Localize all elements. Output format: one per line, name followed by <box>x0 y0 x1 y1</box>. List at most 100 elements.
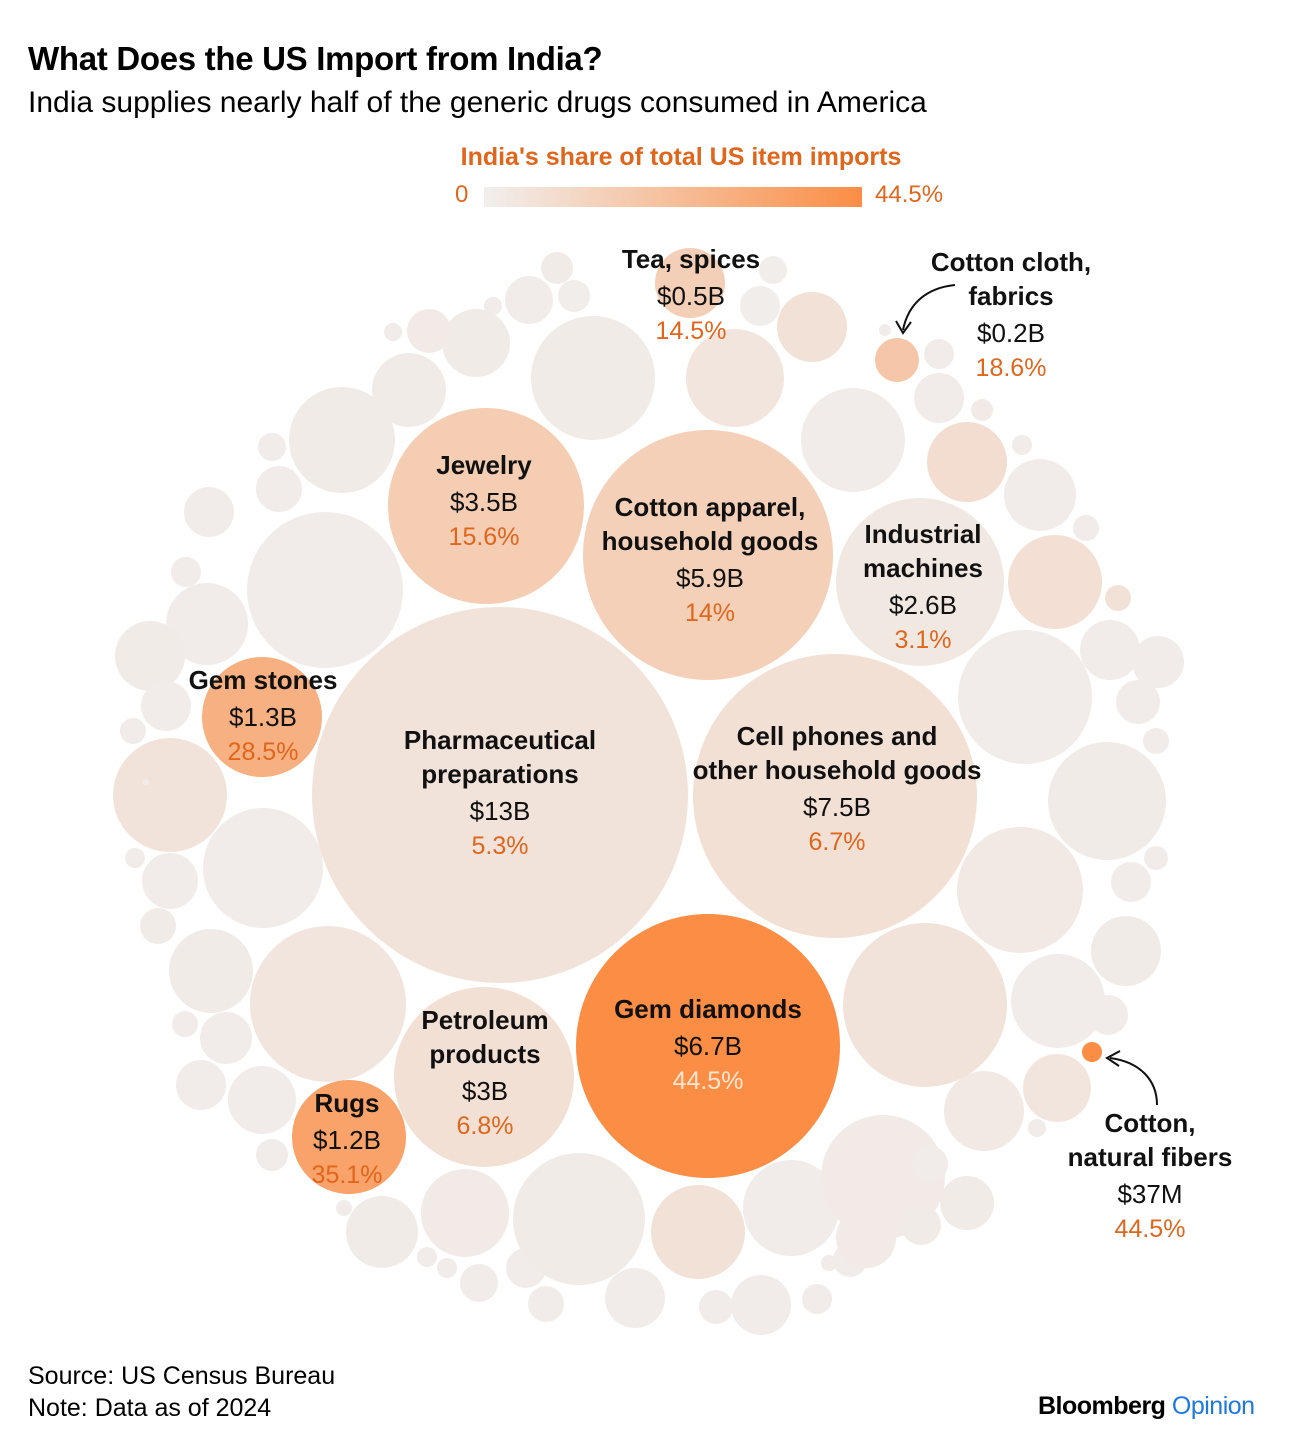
bubble-unlabeled <box>914 373 964 423</box>
bubble-unlabeled <box>541 252 573 284</box>
bubble-unlabeled <box>120 718 146 744</box>
bubble-unlabeled <box>699 1290 733 1324</box>
bubble-name-label: Petroleum <box>421 1005 548 1035</box>
bubble-unlabeled <box>912 1146 948 1182</box>
bubble-unlabeled <box>484 297 502 315</box>
bubble-share-label: 3.1% <box>895 626 952 654</box>
bloomberg-opinion-logo: Bloomberg Opinion <box>1038 1392 1255 1421</box>
bubble-name-label: Cotton apparel, <box>615 492 806 522</box>
bubble-unlabeled <box>372 353 446 427</box>
bubble-value-label: $13B <box>470 796 531 826</box>
bubble-unlabeled <box>140 908 176 944</box>
bubble-unlabeled <box>1111 862 1151 902</box>
bubble-industrial-machines <box>836 498 1004 666</box>
bubble-unlabeled <box>605 1268 665 1328</box>
bubble-share-label: 6.8% <box>457 1112 514 1140</box>
bubble-unlabeled <box>528 1286 564 1322</box>
legend-min-label: 0 <box>455 181 469 208</box>
bubble-unlabeled <box>1088 995 1128 1035</box>
bubble-unlabeled <box>1048 742 1166 860</box>
bubble-unlabeled <box>924 339 954 369</box>
bubble-value-label: $0.2B <box>977 318 1045 348</box>
bubble-gem-diamonds <box>576 914 840 1178</box>
bubble-unlabeled <box>821 1255 837 1271</box>
bubble-name-label: Pharmaceutical <box>404 725 596 755</box>
bubble-unlabeled <box>142 853 198 909</box>
bubble-name-label: Cotton, <box>1105 1108 1196 1138</box>
bubble-unlabeled <box>113 738 227 852</box>
bubble-jewelry <box>388 408 584 604</box>
bubble-unlabeled <box>336 1200 352 1216</box>
bubble-unlabeled <box>169 929 253 1013</box>
bubble-unlabeled <box>731 1275 791 1335</box>
bubble-unlabeled <box>172 1011 198 1037</box>
bubble-unlabeled <box>442 309 510 377</box>
labeled-bubbles <box>202 248 1102 1194</box>
bubble-unlabeled <box>927 422 1007 502</box>
bubble-unlabeled <box>531 316 655 440</box>
bubble-unlabeled <box>143 779 149 785</box>
bubble-unlabeled <box>1091 916 1161 986</box>
bubble-share-label: 5.3% <box>472 832 529 860</box>
bubble-unlabeled <box>125 848 145 868</box>
bubble-unlabeled <box>901 1205 941 1245</box>
bubble-unlabeled <box>437 1258 457 1278</box>
bubble-value-label: $6.7B <box>674 1031 742 1061</box>
bubble-unlabeled <box>1041 652 1061 672</box>
bubble-name-label: Cotton cloth, <box>931 247 1091 277</box>
bubble-share-label: 14% <box>685 599 735 627</box>
bubble-unlabeled <box>460 1264 498 1302</box>
bubble-unlabeled <box>843 923 1007 1087</box>
bubble-gem-stones <box>202 657 322 777</box>
bubble-unlabeled <box>759 256 787 284</box>
legend-max-label: 44.5% <box>875 181 944 208</box>
source-note: Source: US Census Bureau <box>28 1362 336 1390</box>
bubble-unlabeled <box>944 1071 1024 1151</box>
bubble-unlabeled <box>256 466 302 512</box>
chart-subtitle: India supplies nearly half of the generi… <box>28 86 927 119</box>
bubble-name-label: household goods <box>602 526 819 556</box>
bubble-unlabeled <box>879 324 891 336</box>
bubble-unlabeled <box>971 399 993 421</box>
bubble-labels: Pharmaceutical preparations $13B 5.3% Cell p… <box>189 244 1233 1243</box>
bubble-unlabeled <box>1004 459 1076 531</box>
brand-name: Bloomberg <box>1038 1392 1166 1420</box>
bubble-unlabeled <box>247 512 403 668</box>
bubble-unlabeled <box>1143 728 1169 754</box>
bubble-unlabeled <box>203 808 323 928</box>
bubble-value-label: $3B <box>462 1076 508 1106</box>
bubble-value-label: $1.3B <box>229 702 297 732</box>
bubble-unlabeled <box>1023 1054 1091 1122</box>
bubble-name-label: Jewelry <box>436 450 532 480</box>
bubble-rugs <box>292 1080 406 1194</box>
bubble-unlabeled <box>505 276 553 324</box>
bubble-unlabeled <box>1105 585 1131 611</box>
bubble-petroleum-products <box>394 987 574 1167</box>
bubble-share-label: 15.6% <box>449 523 520 551</box>
bubble-unlabeled <box>417 1247 437 1267</box>
bubble-unlabeled <box>558 280 590 312</box>
bubble-unlabeled <box>1028 1119 1046 1137</box>
bubble-unlabeled <box>166 583 248 665</box>
bubble-name-label: Gem diamonds <box>614 994 802 1024</box>
bubble-unlabeled <box>200 1012 252 1064</box>
bubble-unlabeled <box>777 292 847 362</box>
bubble-share-label: 14.5% <box>656 317 727 345</box>
arrow-head <box>895 320 912 335</box>
bubble-unlabeled <box>1008 535 1102 629</box>
bubble-share-label: 44.5% <box>1115 1215 1186 1243</box>
bubble-cotton-natural-fibers <box>1082 1042 1102 1062</box>
data-note: Note: Data as of 2024 <box>28 1394 272 1422</box>
bubble-unlabeled <box>1073 515 1099 541</box>
bubble-unlabeled <box>1132 636 1184 688</box>
brand-suffix: Opinion <box>1171 1392 1255 1420</box>
bubble-value-label: $0.5B <box>657 281 725 311</box>
bubble-unlabeled <box>740 286 780 326</box>
bubble-unlabeled <box>1011 954 1105 1048</box>
bubble-unlabeled <box>1080 620 1140 680</box>
bubble-unlabeled <box>256 1139 288 1171</box>
bubble-pharmaceutical-preparations <box>312 607 688 983</box>
callout-arrow-cotton-fibers <box>1109 1057 1158 1106</box>
callout-arrow-cotton-cloth <box>902 284 956 331</box>
bubble-cotton-apparel-household-goods <box>583 430 833 680</box>
